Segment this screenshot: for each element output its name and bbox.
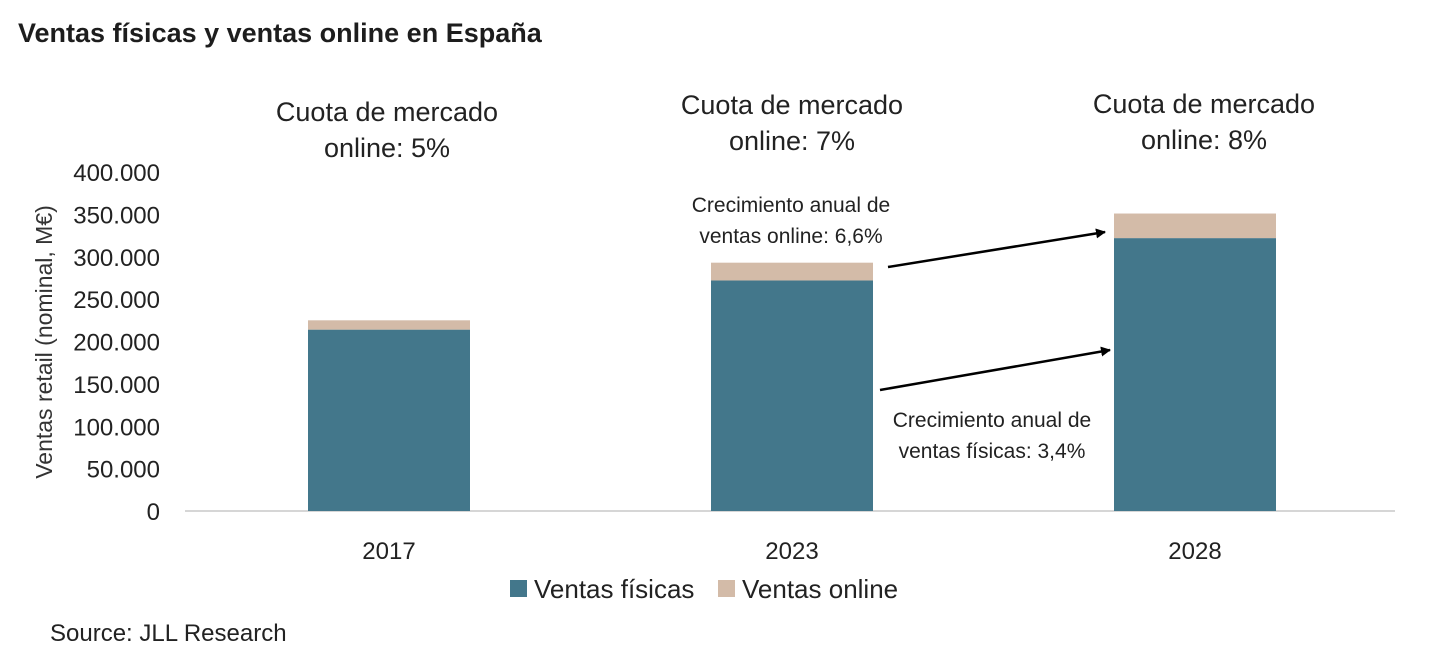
y-tick-label: 200.000: [73, 330, 160, 357]
online-growth-line2: ventas online: 6,6%: [699, 225, 882, 248]
bar-ventas-fisicas-2028: [1114, 238, 1276, 512]
y-axis-ticks: 0 50.000 100.000 150.000 200.000 250.000 300.0…: [73, 160, 160, 526]
legend-swatch-ventas-fisicas: [510, 580, 527, 597]
bar-ventas-online-2028: [1114, 213, 1276, 239]
legend-label-ventas-online: Ventas online: [742, 574, 898, 604]
bar-ventas-online-2017: [308, 320, 470, 330]
market-share-2023-line1: Cuota de mercado: [681, 90, 903, 120]
y-tick-label: 400.000: [73, 160, 160, 187]
bars: [308, 213, 1276, 512]
x-tick-label-2017: 2017: [362, 538, 415, 565]
market-share-2023-line2: online: 7%: [729, 126, 855, 156]
legend-label-ventas-fisicas: Ventas físicas: [534, 574, 694, 604]
physical-growth-line2: ventas físicas: 3,4%: [899, 440, 1086, 463]
source-note: Source: JLL Research: [50, 620, 287, 647]
y-tick-label: 300.000: [73, 245, 160, 272]
y-tick-label: 350.000: [73, 202, 160, 229]
legend-swatch-ventas-online: [718, 580, 735, 597]
market-share-2017-line1: Cuota de mercado: [276, 97, 498, 127]
y-tick-label: 0: [147, 499, 160, 526]
y-tick-label: 150.000: [73, 372, 160, 399]
market-share-2017-line2: online: 5%: [324, 133, 450, 163]
physical-growth-arrow: [879, 346, 1111, 392]
physical-growth-line1: Crecimiento anual de: [893, 409, 1091, 432]
bar-ventas-online-2023: [711, 262, 873, 281]
x-tick-label-2023: 2023: [765, 538, 818, 565]
y-tick-label: 250.000: [73, 287, 160, 314]
market-share-2028-line2: online: 8%: [1141, 125, 1267, 155]
y-tick-label: 50.000: [87, 457, 160, 484]
x-tick-label-2028: 2028: [1168, 538, 1221, 565]
online-growth-arrow: [887, 228, 1106, 269]
bar-ventas-fisicas-2017: [308, 329, 470, 511]
y-tick-label: 100.000: [73, 414, 160, 441]
chart-title: Ventas físicas y ventas online en España: [18, 18, 543, 48]
online-growth-line1: Crecimiento anual de: [692, 194, 890, 217]
y-axis-label: Ventas retail (nominal, M€): [31, 205, 57, 479]
market-share-2028-line1: Cuota de mercado: [1093, 89, 1315, 119]
x-axis-ticks: 2017 2023 2028: [362, 538, 1221, 565]
bar-ventas-fisicas-2023: [711, 280, 873, 511]
